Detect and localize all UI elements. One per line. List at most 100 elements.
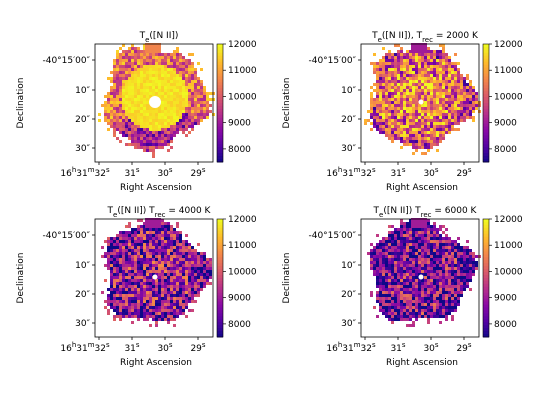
map-pixel bbox=[179, 104, 182, 107]
map-pixel bbox=[436, 234, 439, 237]
map-pixel bbox=[391, 246, 394, 249]
map-pixel bbox=[182, 285, 185, 288]
map-pixel bbox=[119, 258, 122, 261]
map-pixel bbox=[445, 56, 448, 59]
map-pixel bbox=[158, 315, 161, 318]
map-pixel bbox=[149, 324, 152, 327]
map-pixel bbox=[167, 237, 170, 240]
map-pixel bbox=[448, 71, 451, 74]
map-pixel bbox=[397, 131, 400, 134]
map-pixel bbox=[376, 315, 379, 318]
colorbar-segment bbox=[483, 239, 489, 244]
central-star bbox=[152, 274, 158, 280]
map-pixel bbox=[113, 80, 116, 83]
map-pixel bbox=[131, 92, 134, 95]
map-pixel bbox=[182, 128, 185, 131]
map-pixel bbox=[376, 113, 379, 116]
map-pixel bbox=[161, 312, 164, 315]
map-pixel bbox=[158, 279, 161, 282]
map-pixel bbox=[107, 294, 110, 297]
map-pixel bbox=[445, 264, 448, 267]
map-pixel bbox=[146, 89, 149, 92]
map-pixel bbox=[170, 228, 173, 231]
map-pixel bbox=[155, 119, 158, 122]
map-pixel bbox=[406, 294, 409, 297]
map-pixel bbox=[203, 282, 206, 285]
map-pixel bbox=[451, 89, 454, 92]
map-pixel bbox=[409, 291, 412, 294]
map-pixel bbox=[442, 303, 445, 306]
map-pixel bbox=[448, 95, 451, 98]
map-pixel bbox=[182, 104, 185, 107]
map-pixel bbox=[131, 252, 134, 255]
map-pixel bbox=[451, 297, 454, 300]
map-pixel bbox=[400, 276, 403, 279]
map-pixel bbox=[442, 237, 445, 240]
map-pixel bbox=[146, 261, 149, 264]
map-pixel bbox=[373, 122, 376, 125]
map-pixel bbox=[182, 89, 185, 92]
map-pixel bbox=[140, 297, 143, 300]
map-pixel bbox=[406, 77, 409, 80]
map-pixel bbox=[143, 101, 146, 104]
map-pixel bbox=[173, 261, 176, 264]
map-pixel bbox=[131, 62, 134, 65]
map-pixel bbox=[400, 258, 403, 261]
map-pixel bbox=[182, 264, 185, 267]
map-pixel bbox=[388, 246, 391, 249]
map-pixel bbox=[472, 101, 475, 104]
map-pixel bbox=[125, 282, 128, 285]
map-pixel bbox=[409, 68, 412, 71]
map-pixel bbox=[436, 285, 439, 288]
map-pixel bbox=[113, 288, 116, 291]
map-pixel bbox=[188, 101, 191, 104]
map-pixel bbox=[140, 276, 143, 279]
map-pixel bbox=[191, 80, 194, 83]
map-pixel bbox=[194, 95, 197, 98]
y-tick-label: 10″ bbox=[341, 261, 356, 271]
map-pixel bbox=[179, 273, 182, 276]
map-pixel bbox=[146, 143, 149, 146]
map-pixel bbox=[382, 282, 385, 285]
map-pixel bbox=[448, 110, 451, 113]
map-pixel bbox=[439, 122, 442, 125]
map-pixel bbox=[397, 243, 400, 246]
map-pixel bbox=[394, 134, 397, 137]
map-pixel bbox=[170, 131, 173, 134]
map-pixel bbox=[173, 249, 176, 252]
map-pixel bbox=[469, 116, 472, 119]
map-pixel bbox=[149, 86, 152, 89]
map-pixel bbox=[164, 285, 167, 288]
map-pixel bbox=[128, 47, 131, 50]
map-pixel bbox=[125, 267, 128, 270]
map-pixel bbox=[388, 237, 391, 240]
map-pixel bbox=[442, 71, 445, 74]
map-pixel bbox=[131, 243, 134, 246]
map-pixel bbox=[457, 237, 460, 240]
map-pixel bbox=[400, 83, 403, 86]
map-pixel bbox=[388, 134, 391, 137]
map-pixel bbox=[158, 89, 161, 92]
map-pixel bbox=[394, 83, 397, 86]
map-pixel bbox=[430, 50, 433, 53]
map-pixel bbox=[445, 104, 448, 107]
map-pixel bbox=[457, 252, 460, 255]
map-pixel bbox=[164, 231, 167, 234]
map-pixel bbox=[149, 252, 152, 255]
map-pixel bbox=[197, 119, 200, 122]
map-pixel bbox=[388, 59, 391, 62]
map-pixel bbox=[104, 110, 107, 113]
nebula-map bbox=[101, 219, 212, 327]
map-pixel bbox=[409, 119, 412, 122]
colorbar-segment bbox=[217, 278, 223, 282]
colorbar-tick-label: 8000 bbox=[228, 320, 251, 330]
map-pixel bbox=[164, 83, 167, 86]
map-pixel bbox=[412, 74, 415, 77]
map-pixel bbox=[412, 294, 415, 297]
map-pixel bbox=[146, 288, 149, 291]
map-pixel bbox=[448, 237, 451, 240]
map-pixel bbox=[424, 134, 427, 137]
map-pixel bbox=[125, 315, 128, 318]
colorbar-segment bbox=[217, 295, 223, 300]
map-pixel bbox=[418, 246, 421, 249]
